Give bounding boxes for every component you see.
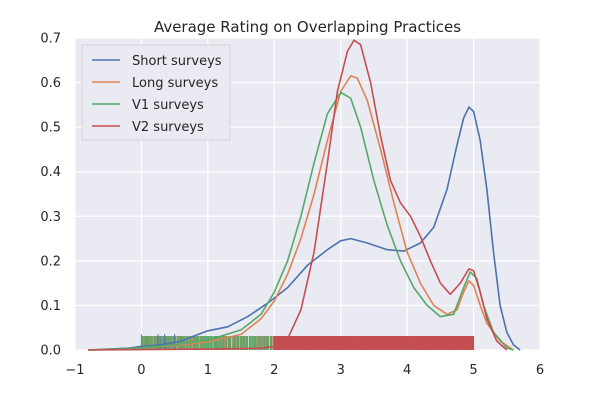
legend-label: Short surveys: [132, 54, 222, 69]
x-axis-ticks: −1 0 1 2 3 4 5 6: [65, 363, 544, 378]
chart-title: Average Rating on Overlapping Practices: [154, 18, 461, 36]
y-tick-label: 0.6: [40, 76, 61, 91]
y-tick-label: 0.2: [40, 254, 61, 269]
y-tick-label: 0.0: [40, 344, 61, 359]
y-tick-label: 0.3: [40, 210, 61, 225]
legend-label: V2 surveys: [132, 120, 204, 135]
x-tick-label: 6: [536, 363, 544, 378]
x-tick-label: 4: [403, 363, 411, 378]
series-lines: [88, 39, 521, 351]
legend: Short surveys Long surveys V1 surveys V2 su…: [81, 44, 231, 141]
x-tick-label: −1: [65, 363, 84, 378]
y-tick-label: 0.5: [40, 121, 61, 136]
x-tick-label: 0: [137, 363, 145, 378]
legend-label: Long surveys: [132, 76, 218, 91]
y-tick-label: 0.7: [40, 32, 61, 47]
y-axis-ticks: 0.0 0.1 0.2 0.3 0.4 0.5 0.6 0.7: [40, 32, 61, 359]
x-tick-label: 1: [204, 363, 212, 378]
legend-label: V1 surveys: [132, 98, 204, 113]
x-tick-label: 2: [270, 363, 278, 378]
y-tick-label: 0.1: [40, 299, 61, 314]
x-tick-label: 5: [469, 363, 477, 378]
series-line-1: [88, 75, 514, 351]
legend-box: [81, 44, 231, 141]
y-tick-label: 0.4: [40, 165, 61, 180]
series-line-2: [88, 91, 514, 351]
x-tick-label: 3: [337, 363, 345, 378]
series-line-3: [88, 39, 508, 351]
series-line-0: [88, 106, 521, 351]
